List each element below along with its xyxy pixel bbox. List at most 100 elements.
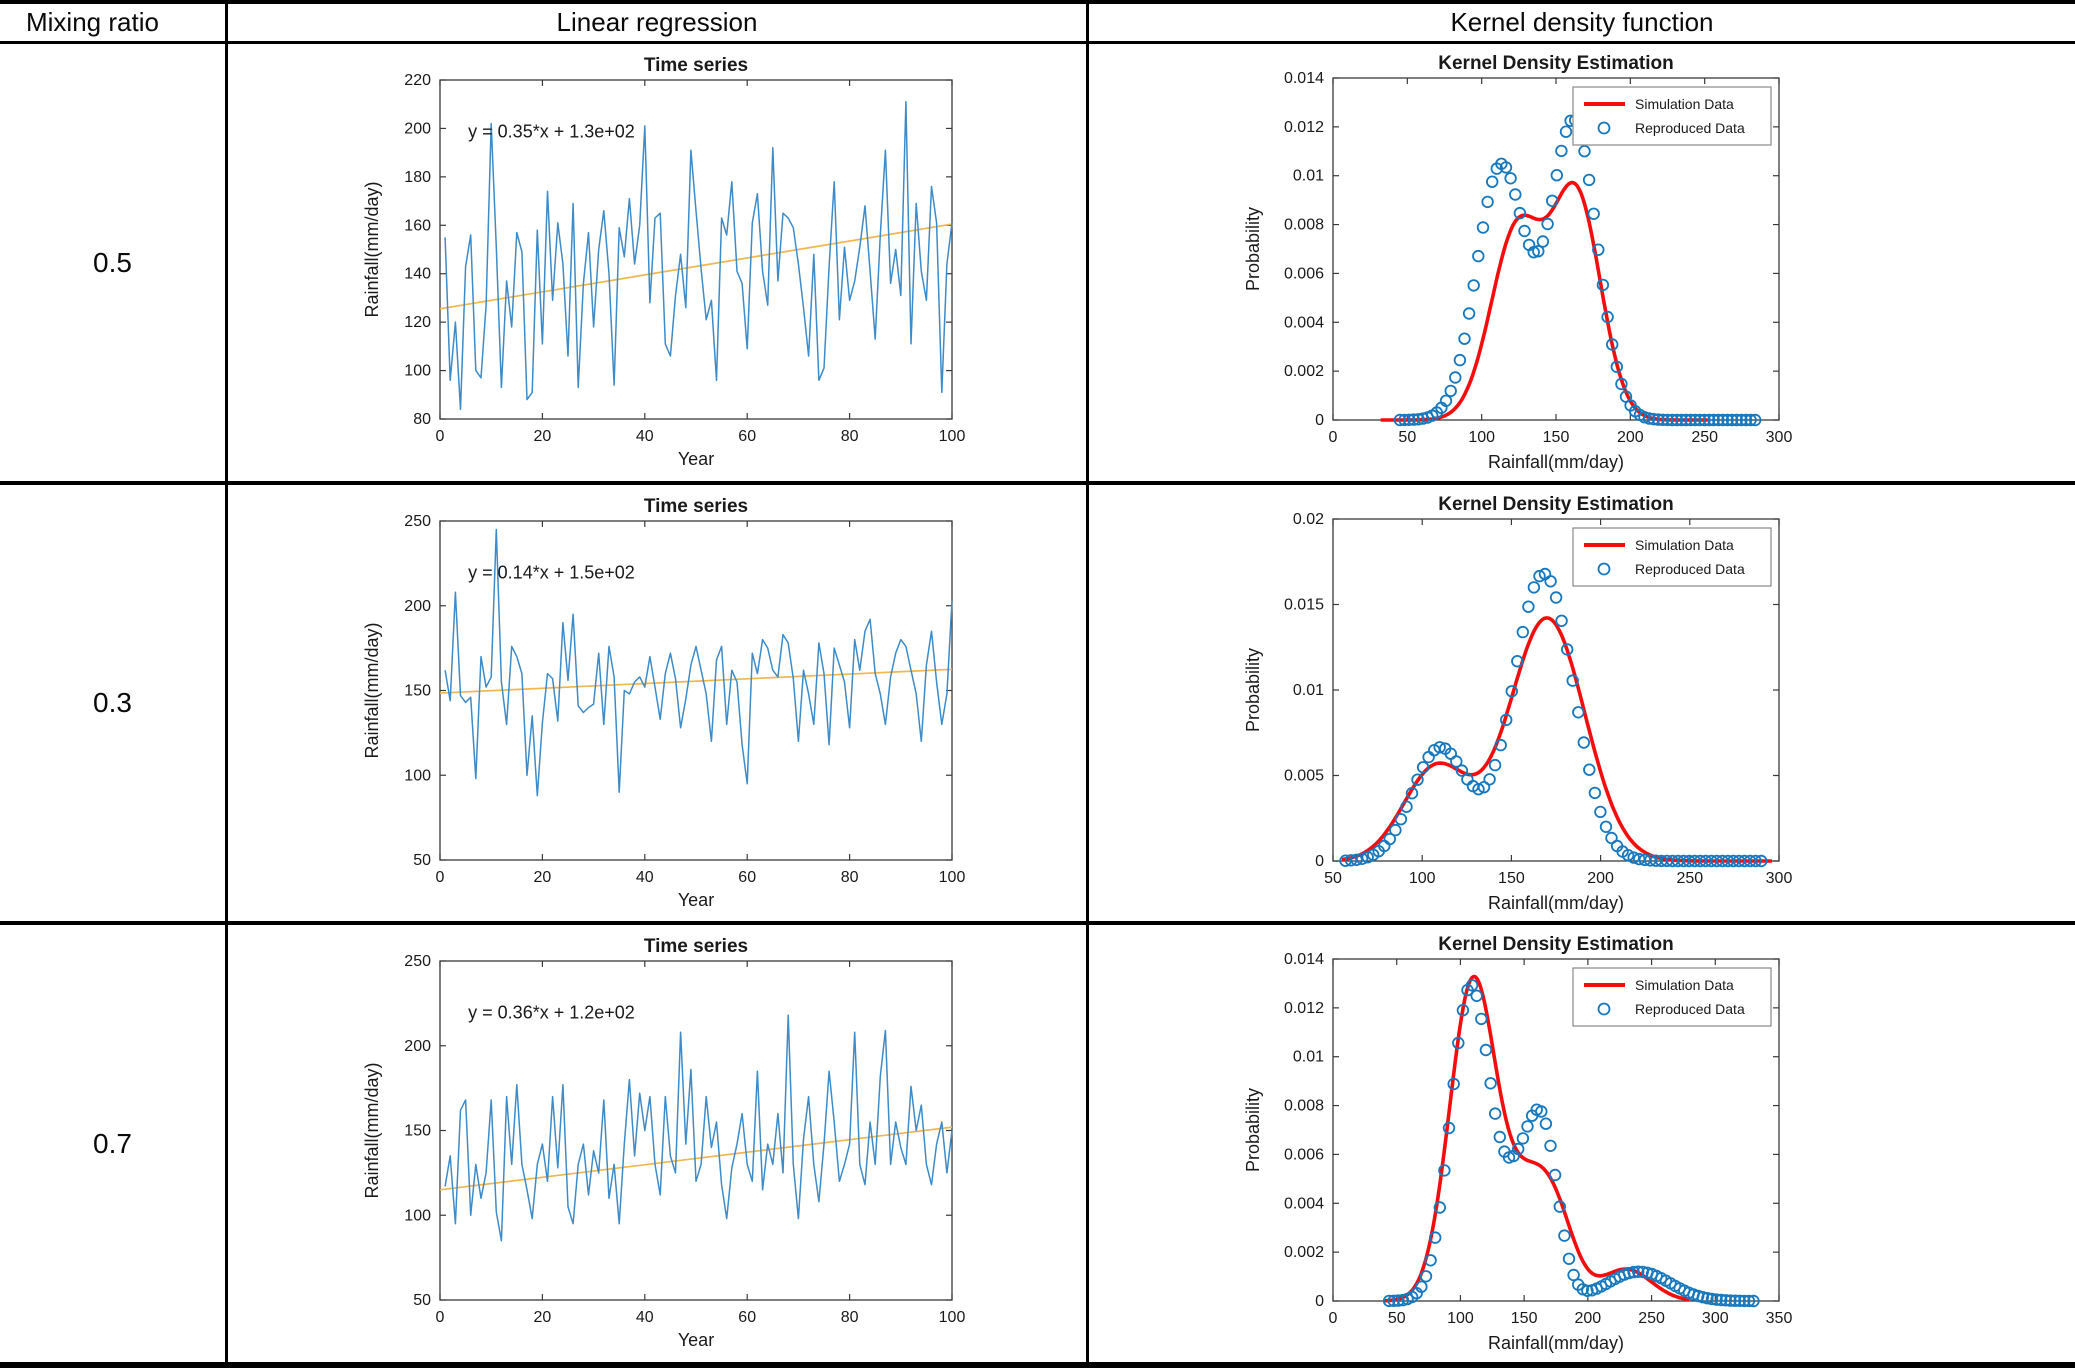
svg-text:0: 0 xyxy=(1329,1310,1338,1327)
timeseries-plot-0.7: 0 20 40 60 80 100 50 100 150 200 250 Time series Yea… xyxy=(362,936,966,1350)
svg-text:Rainfall(mm/day): Rainfall(mm/day) xyxy=(362,622,382,758)
svg-text:0.01: 0.01 xyxy=(1293,1049,1324,1066)
svg-text:Simulation Data: Simulation Data xyxy=(1635,537,1734,553)
svg-text:180: 180 xyxy=(404,169,431,186)
svg-text:100: 100 xyxy=(939,1309,966,1326)
svg-text:Rainfall(mm/day): Rainfall(mm/day) xyxy=(362,181,382,317)
svg-text:150: 150 xyxy=(1511,1310,1538,1327)
svg-text:0.02: 0.02 xyxy=(1293,511,1324,528)
svg-text:Simulation Data: Simulation Data xyxy=(1635,96,1734,112)
svg-text:250: 250 xyxy=(1691,429,1718,446)
svg-text:100: 100 xyxy=(939,428,966,445)
svg-text:20: 20 xyxy=(534,1309,552,1326)
svg-text:0.008: 0.008 xyxy=(1284,217,1324,234)
svg-text:300: 300 xyxy=(1702,1310,1729,1327)
header-linear-regression: Linear regression xyxy=(228,4,1089,41)
svg-text:250: 250 xyxy=(1638,1310,1665,1327)
svg-text:100: 100 xyxy=(939,869,966,886)
svg-text:200: 200 xyxy=(404,598,431,615)
svg-text:300: 300 xyxy=(1766,870,1793,887)
svg-text:0.01: 0.01 xyxy=(1293,168,1324,185)
svg-text:Probability: Probability xyxy=(1243,207,1263,291)
svg-text:Year: Year xyxy=(678,1330,714,1350)
svg-text:100: 100 xyxy=(404,767,431,784)
svg-text:0: 0 xyxy=(1315,412,1324,429)
svg-text:Kernel Density Estimation: Kernel Density Estimation xyxy=(1438,934,1673,955)
timeseries-plot-0.5: 0 20 40 60 80 100 80 100 120 140 160 180 200 220 Time … xyxy=(362,55,966,469)
svg-text:y = 0.35*x + 1.3e+02: y = 0.35*x + 1.3e+02 xyxy=(468,122,635,142)
svg-text:60: 60 xyxy=(738,1309,756,1326)
svg-text:y = 0.36*x + 1.2e+02: y = 0.36*x + 1.2e+02 xyxy=(468,1003,635,1023)
svg-text:100: 100 xyxy=(404,1207,431,1224)
svg-text:0.015: 0.015 xyxy=(1284,597,1324,614)
table-row-ratio-0.5: 0.5 0 20 40 60 80 100 80 100 120 140 160 180 200 220 T… xyxy=(0,44,2075,485)
ratio-text: 0.3 xyxy=(93,687,132,718)
svg-text:40: 40 xyxy=(636,1309,654,1326)
svg-text:Rainfall(mm/day): Rainfall(mm/day) xyxy=(362,1062,382,1198)
svg-text:50: 50 xyxy=(1398,429,1416,446)
svg-text:y = 0.14*x + 1.5e+02: y = 0.14*x + 1.5e+02 xyxy=(468,563,635,583)
svg-text:80: 80 xyxy=(841,428,859,445)
svg-text:0: 0 xyxy=(1315,853,1324,870)
svg-text:200: 200 xyxy=(1617,429,1644,446)
svg-text:Year: Year xyxy=(678,449,714,469)
svg-text:0: 0 xyxy=(436,1309,445,1326)
svg-text:40: 40 xyxy=(636,428,654,445)
svg-text:200: 200 xyxy=(404,1038,431,1055)
svg-text:Probability: Probability xyxy=(1243,648,1263,732)
svg-text:100: 100 xyxy=(1468,429,1495,446)
svg-text:250: 250 xyxy=(1676,870,1703,887)
svg-text:160: 160 xyxy=(404,217,431,234)
ratio-value-0.7: 0.7 xyxy=(0,925,228,1362)
svg-text:150: 150 xyxy=(404,683,431,700)
svg-text:Rainfall(mm/day): Rainfall(mm/day) xyxy=(1488,893,1624,913)
table-header-row: Mixing ratio Linear regression Kernel de… xyxy=(0,4,2075,44)
svg-text:0.006: 0.006 xyxy=(1284,1146,1324,1163)
svg-text:0.008: 0.008 xyxy=(1284,1098,1324,1115)
svg-text:140: 140 xyxy=(404,266,431,283)
kde-plot-0.7: 0 50 100 150 200 250 300 350 0 0.002 0.004 0.006 0.0… xyxy=(1243,934,1792,1353)
svg-text:250: 250 xyxy=(404,953,431,970)
kde-cell-0.7: 0 50 100 150 200 250 300 350 0 0.002 0.004 0.006 0.0… xyxy=(1089,925,2075,1362)
svg-text:0.014: 0.014 xyxy=(1284,70,1324,87)
header-linear-regression-label: Linear regression xyxy=(556,7,758,37)
ratio-value-0.3: 0.3 xyxy=(0,485,228,921)
svg-text:Time series: Time series xyxy=(644,55,748,76)
svg-text:220: 220 xyxy=(404,72,431,89)
timeseries-plot-0.3: 0 20 40 60 80 100 50 100 150 200 250 Time series Yea… xyxy=(362,496,966,910)
svg-text:60: 60 xyxy=(738,428,756,445)
svg-text:Year: Year xyxy=(678,890,714,910)
svg-text:50: 50 xyxy=(1324,870,1342,887)
ratio-text: 0.7 xyxy=(93,1127,132,1159)
svg-text:0.004: 0.004 xyxy=(1284,1195,1324,1212)
svg-text:Reproduced Data: Reproduced Data xyxy=(1635,1001,1745,1017)
svg-text:60: 60 xyxy=(738,869,756,886)
svg-text:80: 80 xyxy=(841,1309,859,1326)
svg-text:50: 50 xyxy=(1388,1310,1406,1327)
svg-text:0: 0 xyxy=(436,869,445,886)
timeseries-cell-0.3: 0 20 40 60 80 100 50 100 150 200 250 Time series Yea… xyxy=(228,485,1089,921)
svg-text:80: 80 xyxy=(841,869,859,886)
svg-text:150: 150 xyxy=(1543,429,1570,446)
svg-text:Rainfall(mm/day): Rainfall(mm/day) xyxy=(1488,452,1624,472)
svg-text:0: 0 xyxy=(1315,1293,1324,1310)
svg-text:0.002: 0.002 xyxy=(1284,363,1324,380)
header-kernel-density: Kernel density function xyxy=(1089,4,2075,41)
svg-text:200: 200 xyxy=(1587,870,1614,887)
svg-text:0.005: 0.005 xyxy=(1284,768,1324,785)
svg-text:50: 50 xyxy=(413,852,431,869)
svg-text:0.01: 0.01 xyxy=(1293,682,1324,699)
svg-text:100: 100 xyxy=(1409,870,1436,887)
svg-text:0.006: 0.006 xyxy=(1284,265,1324,282)
kde-plot-0.5: 0 50 100 150 200 250 300 0 0.002 0.004 0.006 0.008 0… xyxy=(1243,53,1793,472)
svg-text:120: 120 xyxy=(404,314,431,331)
header-mixing-ratio-label: Mixing ratio xyxy=(26,7,159,37)
svg-text:Time series: Time series xyxy=(644,936,748,957)
ratio-value-0.5: 0.5 xyxy=(0,44,228,481)
svg-text:250: 250 xyxy=(404,513,431,530)
svg-text:0.012: 0.012 xyxy=(1284,119,1324,136)
svg-text:300: 300 xyxy=(1766,429,1793,446)
ratio-text: 0.5 xyxy=(93,246,132,278)
